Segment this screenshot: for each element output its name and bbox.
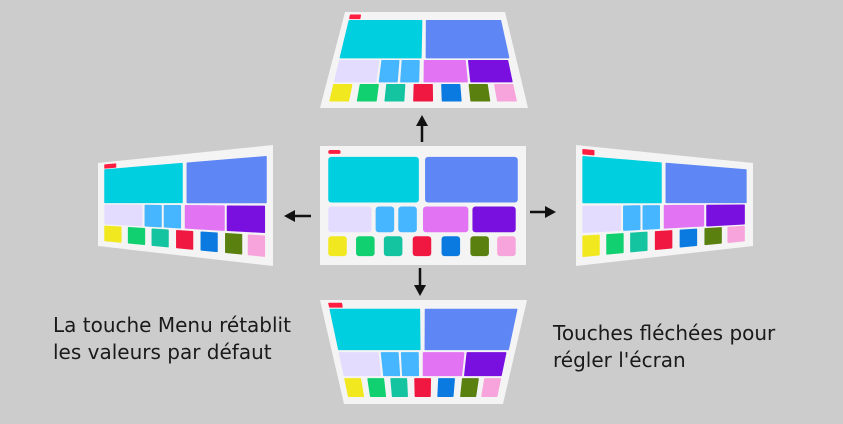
screen-tile xyxy=(247,234,266,257)
screen-tile xyxy=(400,352,420,377)
screen-tile xyxy=(494,84,517,102)
arrow-up xyxy=(416,115,428,142)
screen-tile xyxy=(367,378,387,397)
screen-tile xyxy=(630,231,648,253)
screen-tile xyxy=(163,204,182,229)
screen-tile xyxy=(422,352,465,377)
screen-right xyxy=(576,145,753,266)
screen-tile xyxy=(481,378,502,397)
screen-tile xyxy=(225,233,243,255)
screen-tile xyxy=(460,378,479,397)
screen-tile xyxy=(176,230,194,250)
screen-tile xyxy=(582,148,595,156)
screen-tile xyxy=(606,233,624,255)
screen-tile xyxy=(349,14,362,20)
screen-tile xyxy=(104,204,143,227)
screen-tile xyxy=(186,155,267,204)
screen-tile xyxy=(414,378,432,397)
screen-tile xyxy=(390,378,408,397)
screen-left xyxy=(98,145,273,266)
screen-tile xyxy=(226,205,266,233)
screen-tile xyxy=(356,84,379,102)
screen-tile xyxy=(104,225,122,243)
screen-tile xyxy=(464,352,507,377)
screen-tile xyxy=(144,204,162,228)
screen-tile xyxy=(378,60,400,83)
screen-tile xyxy=(200,231,218,253)
screen-tile xyxy=(338,352,382,377)
screen-tile xyxy=(425,20,510,59)
screen-tile xyxy=(582,155,662,204)
screen-tile xyxy=(665,162,747,204)
screen-tile xyxy=(380,352,401,377)
screen-tile xyxy=(704,227,722,246)
menu-reset-caption: La touche Menu rétablit les valeurs par … xyxy=(53,313,291,364)
screen-tile xyxy=(727,225,745,243)
screen-tile xyxy=(104,162,183,204)
screen-tile xyxy=(344,378,365,397)
arrow-keys-caption: Touches fléchées pour régler l'écran xyxy=(553,321,776,372)
screen-tile xyxy=(437,378,455,397)
screen-center xyxy=(320,146,526,265)
screen-tile xyxy=(104,163,117,169)
screen-tile xyxy=(582,234,600,257)
screen-tile xyxy=(467,60,513,83)
screen-tile xyxy=(679,228,698,248)
screen-tile xyxy=(329,308,421,351)
screen-tile xyxy=(706,204,745,227)
screen-tile xyxy=(413,84,434,102)
screen-bottom xyxy=(320,300,527,404)
screen-tile xyxy=(424,308,518,351)
screen-tile xyxy=(127,227,146,246)
screen-tile xyxy=(468,84,491,102)
screen-tile xyxy=(328,302,343,308)
screen-tile xyxy=(441,84,462,102)
screen-tile xyxy=(184,205,225,231)
arrow-left xyxy=(284,210,311,222)
screen-tile xyxy=(623,205,641,231)
screen-top xyxy=(320,12,528,108)
screen-tile xyxy=(400,60,420,83)
screen-tile xyxy=(642,205,660,230)
screen-tile xyxy=(654,230,673,250)
screen-tile xyxy=(384,84,406,102)
screen-tile xyxy=(582,205,622,234)
screen-tile xyxy=(329,84,353,102)
screen-tile xyxy=(423,60,468,83)
arrow-right xyxy=(530,206,556,218)
screen-tile xyxy=(339,20,423,59)
screen-tile xyxy=(663,204,705,229)
screen-tile xyxy=(151,228,169,248)
screen-tile xyxy=(333,60,380,83)
arrow-down xyxy=(414,268,426,296)
